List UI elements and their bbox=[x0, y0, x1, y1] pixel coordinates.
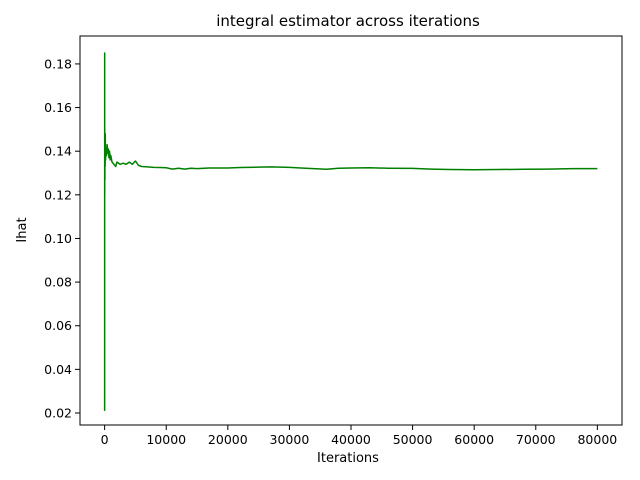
y-tick-label: 0.18 bbox=[44, 56, 72, 71]
x-axis-label: Iterations bbox=[317, 451, 379, 466]
y-axis-ticks: 0.02 0.04 0.06 0.08 0.10 0.12 0.14 0.16 0.18 bbox=[44, 56, 80, 421]
y-tick-label: 0.12 bbox=[44, 187, 72, 202]
x-tick-label: 70000 bbox=[516, 432, 556, 447]
x-tick-label: 10000 bbox=[146, 432, 186, 447]
y-tick-label: 0.10 bbox=[44, 231, 72, 246]
series-line bbox=[103, 52, 598, 411]
y-tick-label: 0.04 bbox=[44, 362, 72, 377]
y-tick-label: 0.06 bbox=[44, 318, 72, 333]
y-tick-label: 0.02 bbox=[44, 406, 72, 421]
plot-frame bbox=[79, 35, 623, 426]
chart-title: integral estimator across iterations bbox=[216, 12, 480, 30]
x-tick-label: 50000 bbox=[393, 432, 433, 447]
y-axis-label: Ihat bbox=[15, 217, 30, 242]
y-tick-label: 0.14 bbox=[44, 144, 72, 159]
x-axis-ticks: 0 10000 20000 30000 40000 50000 60000 70000 8000… bbox=[101, 425, 617, 447]
x-tick-label: 40000 bbox=[331, 432, 371, 447]
y-tick-label: 0.16 bbox=[44, 100, 72, 115]
x-tick-label: 60000 bbox=[454, 432, 494, 447]
x-tick-label: 0 bbox=[101, 432, 109, 447]
y-tick-label: 0.08 bbox=[44, 275, 72, 290]
x-tick-label: 80000 bbox=[577, 432, 617, 447]
x-tick-label: 30000 bbox=[270, 432, 310, 447]
x-tick-label: 20000 bbox=[208, 432, 248, 447]
